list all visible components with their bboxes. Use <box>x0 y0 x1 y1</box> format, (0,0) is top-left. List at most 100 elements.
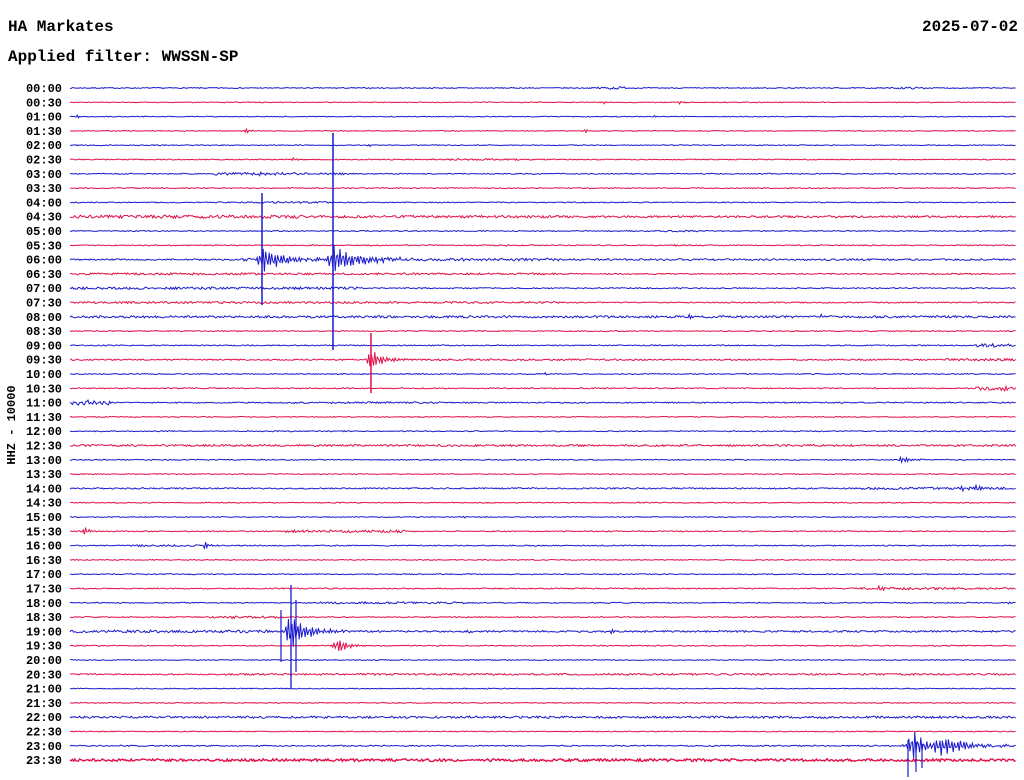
seismogram-trace-18:00 <box>69 600 1016 605</box>
seismogram-trace-05:30 <box>69 243 1016 247</box>
time-label-08:30: 08:30 <box>26 325 62 339</box>
seismogram-trace-20:30 <box>69 672 1016 677</box>
seismogram-trace-01:00 <box>69 114 1016 119</box>
time-label-03:30: 03:30 <box>26 182 62 196</box>
time-label-07:30: 07:30 <box>26 297 62 311</box>
time-label-14:00: 14:00 <box>26 482 62 496</box>
seismogram-trace-21:00 <box>69 687 1016 690</box>
time-label-17:30: 17:30 <box>26 583 62 597</box>
time-label-23:00: 23:00 <box>26 740 62 754</box>
time-label-16:00: 16:00 <box>26 540 62 554</box>
seismogram-trace-16:30 <box>69 558 1016 561</box>
seismogram-trace-06:30 <box>69 272 1016 276</box>
seismogram-trace-14:00 <box>69 483 1016 493</box>
seismogram-trace-14:30 <box>69 501 1016 504</box>
seismogram-trace-21:30 <box>69 701 1016 704</box>
seismogram-trace-13:30 <box>69 472 1016 476</box>
seismogram-trace-04:30 <box>69 214 1016 220</box>
seismogram-trace-18:30 <box>69 615 1016 620</box>
time-label-11:00: 11:00 <box>26 397 62 411</box>
time-label-13:00: 13:00 <box>26 454 62 468</box>
seismogram-trace-12:30 <box>69 443 1017 448</box>
seismogram-trace-12:00 <box>69 430 1016 433</box>
time-label-18:30: 18:30 <box>26 611 62 625</box>
seismogram-trace-15:30 <box>69 526 1016 535</box>
time-label-22:00: 22:00 <box>26 711 62 725</box>
time-label-10:30: 10:30 <box>26 382 62 396</box>
seismogram-trace-04:00 <box>69 200 1016 205</box>
seismogram-trace-13:00 <box>69 455 1016 465</box>
seismogram-trace-17:30 <box>69 584 1016 592</box>
time-label-08:00: 08:00 <box>26 311 62 325</box>
station-title: HA Markates <box>8 18 114 36</box>
time-label-14:30: 14:30 <box>26 497 62 511</box>
time-label-19:00: 19:00 <box>26 625 62 639</box>
seismogram-trace-08:00 <box>69 312 1016 321</box>
seismogram-trace-10:30 <box>69 384 1017 392</box>
time-label-04:30: 04:30 <box>26 211 62 225</box>
seismogram-trace-19:30 <box>69 640 1016 651</box>
time-label-21:30: 21:30 <box>26 697 62 711</box>
time-label-03:00: 03:00 <box>26 168 62 182</box>
seismogram-trace-22:30 <box>69 730 1016 733</box>
time-label-07:00: 07:00 <box>26 282 62 296</box>
time-label-09:00: 09:00 <box>26 339 62 353</box>
date-label: 2025-07-02 <box>921 18 1018 36</box>
time-label-09:30: 09:30 <box>26 354 62 368</box>
seismogram-trace-02:00 <box>69 143 1016 148</box>
time-label-20:00: 20:00 <box>26 654 62 668</box>
time-label-16:30: 16:30 <box>26 554 62 568</box>
seismogram-trace-11:30 <box>69 415 1016 418</box>
time-label-04:00: 04:00 <box>26 196 62 210</box>
seismogram-trace-23:30 <box>69 757 1016 763</box>
time-label-19:30: 19:30 <box>26 640 62 654</box>
seismogram-trace-09:00 <box>69 342 1016 348</box>
seismogram-trace-23:00 <box>69 731 1016 759</box>
time-label-00:30: 00:30 <box>26 96 62 110</box>
time-label-22:30: 22:30 <box>26 726 62 740</box>
time-label-05:00: 05:00 <box>26 225 62 239</box>
time-label-02:30: 02:30 <box>26 154 62 168</box>
seismogram-trace-01:30 <box>70 127 1016 134</box>
seismogram-trace-20:00 <box>70 658 1016 661</box>
seismogram-trace-03:30 <box>69 186 1016 190</box>
time-label-12:00: 12:00 <box>26 425 62 439</box>
time-label-11:30: 11:30 <box>26 411 62 425</box>
time-label-12:30: 12:30 <box>26 440 62 454</box>
time-label-01:00: 01:00 <box>26 111 62 125</box>
seismogram-trace-05:00 <box>69 229 1016 233</box>
seismogram-trace-08:30 <box>69 330 1016 333</box>
time-label-23:30: 23:30 <box>26 754 62 768</box>
time-label-13:30: 13:30 <box>26 468 62 482</box>
time-label-21:00: 21:00 <box>26 683 62 697</box>
seismogram-trace-07:30 <box>70 300 1016 305</box>
time-label-01:30: 01:30 <box>26 125 62 139</box>
time-label-20:30: 20:30 <box>26 668 62 682</box>
seismogram-trace-11:00 <box>69 399 1016 406</box>
seismogram-trace-10:00 <box>69 371 1016 376</box>
applied-filter-label: Applied filter: WWSSN-SP <box>8 48 239 66</box>
time-label-17:00: 17:00 <box>26 568 62 582</box>
seismogram-trace-17:00 <box>69 573 1016 576</box>
seismogram-trace-02:30 <box>69 156 1016 162</box>
time-label-15:30: 15:30 <box>26 525 62 539</box>
seismogram-trace-19:00 <box>69 618 1016 647</box>
time-label-05:30: 05:30 <box>26 239 62 253</box>
seismogram-trace-22:00 <box>69 715 1016 720</box>
time-label-06:30: 06:30 <box>26 268 62 282</box>
time-label-10:00: 10:00 <box>26 368 62 382</box>
time-label-18:00: 18:00 <box>26 597 62 611</box>
seismogram-trace-07:00 <box>69 285 1016 291</box>
seismogram-trace-03:00 <box>69 171 1016 177</box>
seismogram-trace-00:00 <box>69 86 1016 90</box>
time-label-00:00: 00:00 <box>26 82 62 96</box>
seismogram-trace-15:00 <box>69 515 1016 519</box>
seismogram-trace-00:30 <box>69 100 1016 105</box>
time-label-06:00: 06:00 <box>26 254 62 268</box>
time-label-15:00: 15:00 <box>26 511 62 525</box>
seismogram-trace-09:30 <box>69 352 1016 367</box>
time-label-02:00: 02:00 <box>26 139 62 153</box>
seismogram-trace-06:00 <box>69 244 1016 272</box>
